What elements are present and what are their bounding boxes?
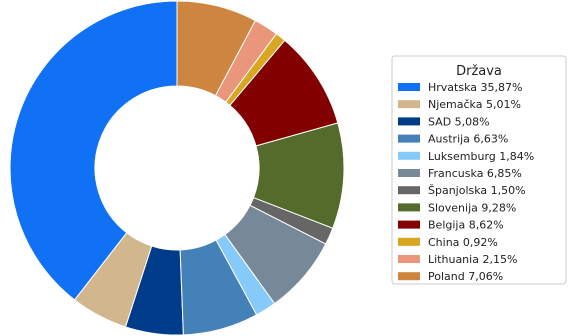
donut-slice-0: [9, 0, 178, 301]
donut-slices: [9, 0, 345, 336]
donut-slice-11: [176, 0, 257, 97]
legend-swatch-10: [398, 255, 420, 263]
legend-label-6: Španjolska 1,50%: [428, 184, 526, 197]
legend-swatch-0: [398, 83, 420, 91]
legend-swatch-5: [398, 169, 420, 177]
legend-swatch-3: [398, 134, 420, 143]
legend-label-11: Poland 7,06%: [428, 270, 503, 283]
legend-swatch-7: [398, 203, 420, 212]
legend-label-3: Austrija 6,63%: [428, 133, 508, 146]
legend-frame: [391, 55, 567, 285]
legend-swatch-4: [398, 151, 420, 160]
legend-swatch-8: [398, 220, 420, 229]
legend: Država Hrvatska 35,87% Njemačka 5,01% SAD …: [391, 55, 567, 285]
legend-label-4: Luksemburg 1,84%: [428, 150, 534, 163]
legend-label-5: Francuska 6,85%: [428, 167, 522, 180]
legend-label-8: Belgija 8,62%: [428, 219, 504, 232]
legend-swatch-11: [398, 272, 420, 281]
legend-label-9: China 0,92%: [428, 236, 498, 249]
legend-label-1: Njemačka 5,01%: [428, 98, 521, 111]
legend-title: Država: [456, 64, 502, 79]
legend-items: Hrvatska 35,87% Njemačka 5,01% SAD 5,08% Au…: [398, 81, 534, 283]
legend-swatch-9: [398, 237, 420, 246]
legend-label-0: Hrvatska 35,87%: [428, 81, 522, 94]
legend-label-10: Lithuania 2,15%: [428, 253, 517, 266]
legend-swatch-2: [398, 117, 420, 126]
legend-swatch-6: [398, 186, 420, 195]
legend-label-7: Slovenija 9,28%: [428, 201, 516, 214]
legend-swatch-1: [398, 100, 420, 109]
legend-label-2: SAD 5,08%: [428, 115, 490, 128]
